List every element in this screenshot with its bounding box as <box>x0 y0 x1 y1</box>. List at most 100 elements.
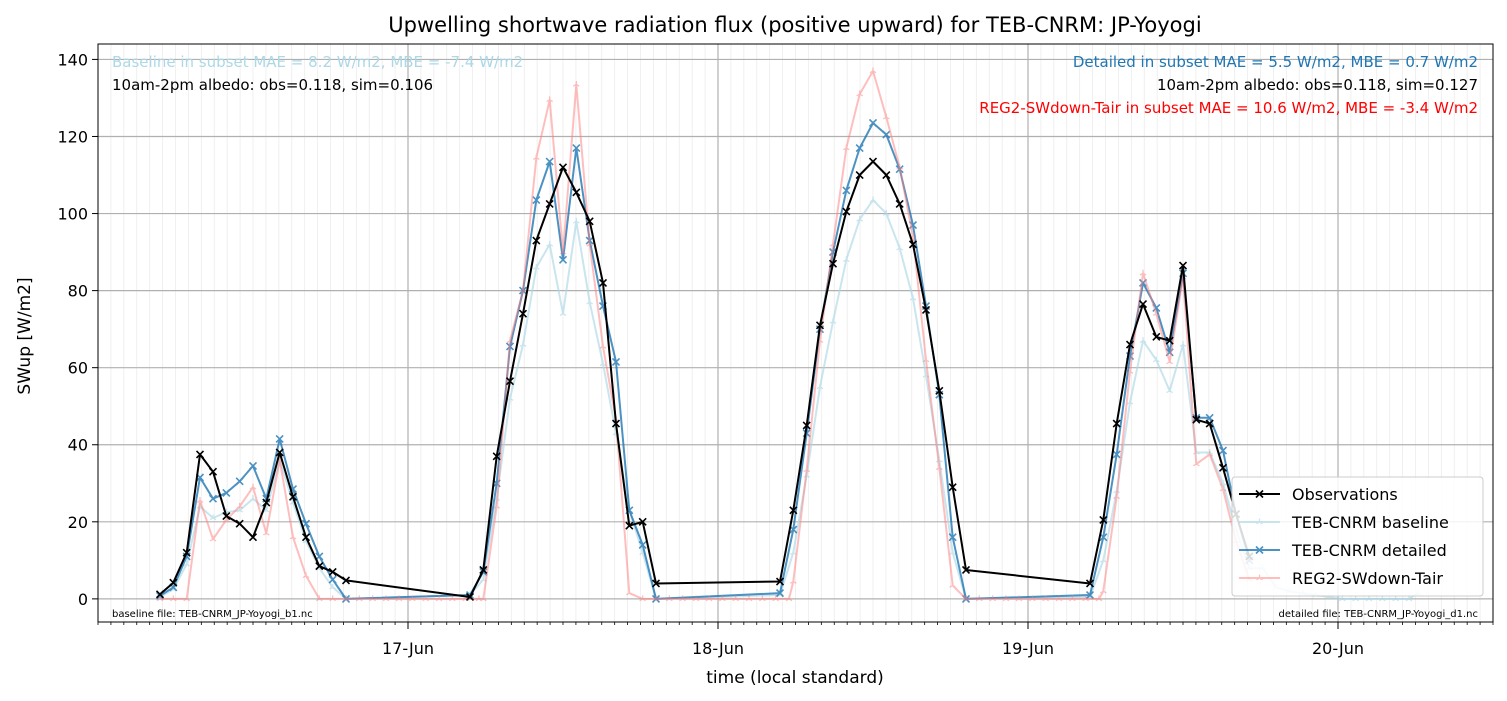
data-point <box>1125 340 1135 349</box>
data-point <box>519 287 527 293</box>
data-point <box>638 540 647 549</box>
data-point <box>1166 358 1174 365</box>
data-point <box>235 519 244 528</box>
data-point <box>625 589 633 596</box>
data-point <box>408 595 416 602</box>
data-point <box>692 595 700 602</box>
data-point <box>262 529 270 536</box>
data-point <box>935 464 943 471</box>
data-point <box>1192 415 1201 424</box>
data-point <box>288 492 298 501</box>
data-point <box>559 248 567 255</box>
series-layer <box>155 67 1422 603</box>
data-point <box>651 579 661 588</box>
data-point <box>328 567 337 576</box>
data-point <box>169 595 177 602</box>
data-point <box>775 589 785 598</box>
data-point <box>598 278 608 287</box>
data-point <box>1152 310 1160 317</box>
data-point <box>895 199 904 208</box>
data-point <box>208 467 218 476</box>
data-point <box>249 483 257 490</box>
data-point <box>545 157 554 166</box>
y-tick-label: 60 <box>68 359 88 378</box>
data-point <box>1099 556 1107 563</box>
data-point <box>789 506 798 515</box>
baseline-albedo-annotation: 10am-2pm albedo: obs=0.118, sim=0.106 <box>112 76 433 94</box>
data-point <box>506 337 514 344</box>
data-point <box>665 595 673 602</box>
data-point <box>395 595 403 602</box>
data-point <box>492 452 501 461</box>
data-point <box>829 240 837 247</box>
data-point <box>156 595 164 602</box>
data-point <box>652 595 660 602</box>
data-point <box>1152 356 1160 363</box>
data-point <box>586 240 594 247</box>
series-line <box>159 122 1251 600</box>
data-point <box>638 517 647 526</box>
chart-title: Upwelling shortwave radiation flux (posi… <box>388 13 1201 37</box>
data-point <box>315 562 324 571</box>
data-point <box>1165 336 1174 345</box>
data-point <box>518 309 528 318</box>
y-tick-label: 120 <box>57 127 88 146</box>
data-point <box>869 67 877 74</box>
data-point <box>235 477 244 486</box>
data-point <box>196 497 204 503</box>
y-tick-label: 40 <box>68 436 88 455</box>
legend-entry <box>1239 574 1280 581</box>
data-point <box>1256 518 1263 525</box>
data-point <box>625 521 634 530</box>
data-point <box>989 595 997 602</box>
data-point <box>1126 368 1134 374</box>
legend-label: TEB-CNRM baseline <box>1291 513 1449 532</box>
data-point <box>532 154 540 160</box>
data-point <box>1112 419 1121 428</box>
data-point <box>355 595 363 602</box>
data-point <box>1206 450 1214 457</box>
data-point <box>882 170 891 180</box>
y-axis-label: SWup [W/m2] <box>15 277 35 394</box>
data-point <box>1219 485 1227 492</box>
data-point <box>465 592 475 602</box>
data-point <box>302 572 310 579</box>
x-tick-label: 17-Jun <box>382 639 434 658</box>
data-point <box>532 263 540 270</box>
data-point <box>935 386 944 395</box>
data-point <box>559 310 567 317</box>
data-point <box>855 143 864 153</box>
data-point <box>1055 595 1063 602</box>
data-point <box>262 498 271 507</box>
data-point <box>718 595 726 602</box>
data-point <box>572 188 581 197</box>
y-tick-label: 0 <box>78 590 88 609</box>
y-axis: 0 20 40 60 80 100 120 140 <box>57 50 98 609</box>
data-point <box>169 578 178 587</box>
data-point <box>611 419 621 428</box>
data-point <box>1099 587 1107 594</box>
data-point <box>1218 463 1228 472</box>
legend-entry <box>1239 545 1280 555</box>
data-point <box>532 236 541 245</box>
data-point <box>479 595 487 602</box>
data-point <box>1042 595 1050 602</box>
baseline-stats-annotation: Baseline in subset MAE = 8.2 W/m2, MBE =… <box>112 53 523 71</box>
data-point <box>546 240 554 247</box>
data-point <box>448 595 456 602</box>
data-point <box>182 548 191 557</box>
detailed-albedo-annotation: 10am-2pm albedo: obs=0.118, sim=0.127 <box>1157 76 1478 94</box>
data-point <box>882 130 891 139</box>
data-point <box>1255 489 1264 499</box>
data-point <box>209 535 217 542</box>
data-point <box>209 514 217 521</box>
series-line <box>160 70 1251 600</box>
data-point <box>572 217 580 224</box>
data-point <box>785 595 793 602</box>
data-point <box>382 595 390 602</box>
data-point <box>558 255 568 264</box>
data-point <box>545 199 554 208</box>
data-point <box>842 144 850 151</box>
data-point <box>1085 590 1095 600</box>
